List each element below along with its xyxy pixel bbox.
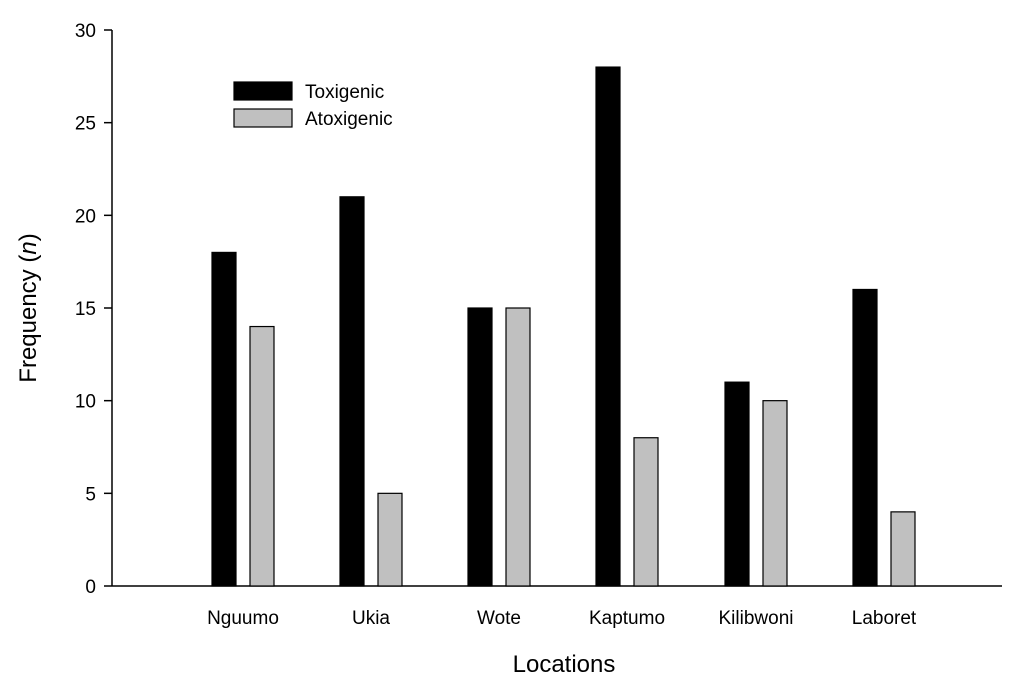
- y-axis-title: Frequency (n): [15, 233, 42, 382]
- y-tick-label: 30: [75, 21, 96, 42]
- x-tick-label: Laboret: [852, 608, 917, 629]
- legend-label-atoxigenic: Atoxigenic: [305, 109, 393, 130]
- bars: [211, 66, 916, 587]
- bar-atoxigenic-kaptumo: [633, 437, 659, 587]
- legend-swatch-atoxigenic: [233, 108, 293, 128]
- y-tick-label: 15: [75, 299, 96, 320]
- bar-atoxigenic-kilibwoni: [762, 400, 788, 587]
- x-tick-label: Ukia: [352, 608, 390, 629]
- y-tick-label: 0: [85, 577, 96, 598]
- x-tick-label: Kaptumo: [589, 608, 665, 629]
- bar-toxigenic-ukia: [339, 196, 365, 587]
- y-axis: 0 5 10 15 20 25 30: [75, 21, 112, 598]
- x-tick-label: Nguumo: [207, 608, 279, 629]
- x-axis-title: Locations: [513, 651, 616, 678]
- bar-toxigenic-laboret: [852, 288, 878, 587]
- bar-toxigenic-kaptumo: [595, 66, 621, 587]
- x-tick-label: Kilibwoni: [719, 608, 794, 629]
- y-tick-label: 5: [85, 484, 96, 505]
- x-tick-label: Wote: [477, 608, 521, 629]
- bar-toxigenic-kilibwoni: [724, 381, 750, 587]
- legend: Toxigenic Atoxigenic: [233, 81, 393, 130]
- bar-atoxigenic-laboret: [890, 511, 916, 587]
- bar-atoxigenic-ukia: [377, 492, 403, 587]
- bar-toxigenic-wote: [467, 307, 493, 587]
- x-axis: Nguumo Ukia Wote Kaptumo Kilibwoni Laboret: [207, 608, 917, 629]
- bar-atoxigenic-nguumo: [249, 325, 275, 587]
- bar-atoxigenic-wote: [505, 307, 531, 587]
- y-tick-label: 25: [75, 114, 96, 135]
- y-tick-label: 20: [75, 206, 96, 227]
- legend-swatch-toxigenic: [233, 81, 293, 101]
- y-tick-label: 10: [75, 392, 96, 413]
- legend-label-toxigenic: Toxigenic: [305, 82, 384, 103]
- bar-toxigenic-nguumo: [211, 251, 237, 587]
